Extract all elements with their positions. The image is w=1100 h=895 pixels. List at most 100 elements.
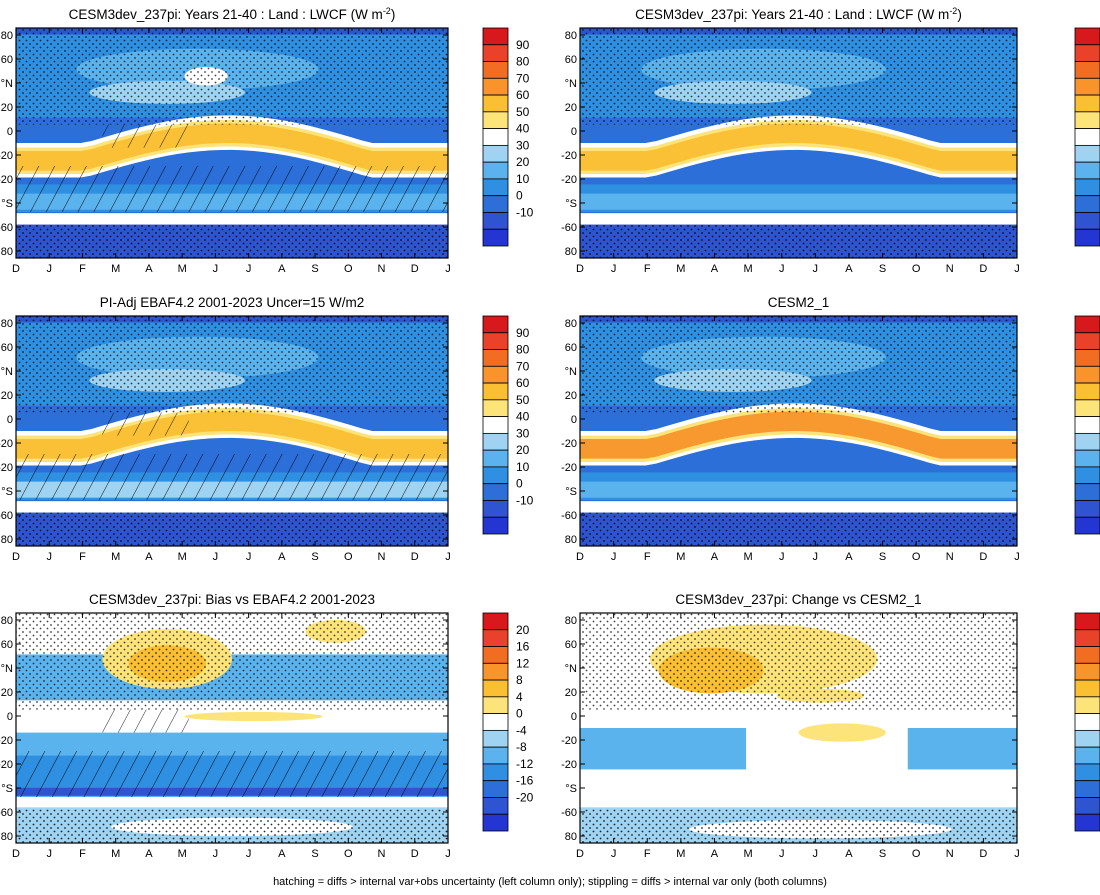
sh-neg-left — [580, 728, 747, 770]
stipple-sh — [580, 224, 1017, 258]
lat-label: 60 — [1, 342, 13, 354]
lat-label: °N — [565, 663, 577, 675]
month-label: S — [311, 263, 318, 275]
month-label: J — [445, 551, 451, 563]
colorbar-swatch — [482, 144, 509, 163]
colorbar-swatch — [482, 349, 509, 367]
month-label: F — [644, 263, 651, 275]
lat-label: 80 — [1, 318, 13, 330]
colorbar-swatch — [1074, 746, 1100, 765]
lat-label: °S — [1, 486, 13, 498]
colorbar-label: -20 — [516, 790, 534, 804]
colorbar-label: 4 — [516, 690, 523, 704]
colorbar-swatch — [1074, 416, 1100, 434]
lat-label: °S — [565, 783, 577, 795]
month-label: O — [344, 551, 353, 563]
itcz-core — [16, 123, 448, 171]
lat-label: 20 — [1, 390, 13, 402]
lat-label: 60 — [1, 639, 13, 651]
lat-label: °N — [1, 663, 13, 675]
month-label: J — [46, 263, 52, 275]
field-p1 — [16, 28, 448, 258]
month-label: F — [79, 263, 86, 275]
lat-label: °N — [565, 366, 577, 378]
colorbar-swatch — [482, 516, 509, 535]
month-label: S — [879, 263, 886, 275]
colorbar-swatch — [482, 365, 509, 384]
month-label: J — [813, 263, 819, 275]
month-label: D — [979, 263, 987, 275]
panel-title: CESM3dev_237pi: Bias vs EBAF4.2 2001-202… — [89, 592, 375, 607]
stipple-nh — [580, 316, 1017, 413]
field-p2 — [580, 28, 1017, 258]
lat-label: -20 — [561, 174, 577, 186]
colorbar-label: 80 — [516, 55, 530, 69]
month-label: J — [1014, 263, 1020, 275]
colorbar-swatch — [482, 161, 509, 180]
colorbar-label: 30 — [516, 426, 530, 440]
lat-label: °S — [565, 198, 577, 210]
lat-label: -20 — [561, 150, 577, 162]
colorbar-label: 60 — [516, 88, 530, 102]
stipple-sh — [580, 809, 1017, 843]
hatch-tropic — [102, 412, 189, 436]
lat-label: 20 — [565, 390, 577, 402]
month-label: J — [445, 848, 451, 860]
month-label: A — [845, 551, 853, 563]
lat-label: 20 — [565, 102, 577, 114]
month-label: J — [46, 848, 52, 860]
colorbar-swatch — [1074, 228, 1100, 247]
lat-label: 0 — [571, 126, 577, 138]
colorbar-swatch — [482, 780, 509, 798]
colorbar-label: 0 — [516, 189, 523, 203]
colorbar-swatch — [482, 128, 509, 146]
colorbar-swatch — [1074, 111, 1100, 130]
colorbar-swatch — [1074, 382, 1100, 401]
month-label: M — [676, 848, 685, 860]
colorbar-label: 20 — [516, 623, 530, 637]
month-label: N — [378, 263, 386, 275]
antarctic-edge — [580, 501, 1017, 513]
colorbar-label: -16 — [516, 774, 534, 788]
colorbar-swatch — [482, 729, 509, 748]
month-label: D — [979, 551, 987, 563]
stipple-nh — [580, 28, 1017, 125]
colorbar-swatch — [1074, 77, 1100, 96]
panel-p5: CESM3dev_237pi: Bias vs EBAF4.2 2001-202… — [0, 592, 534, 860]
panel-p3: PI-Adj EBAF4.2 2001-2023 Uncer=15 W/m2 D J… — [0, 295, 534, 563]
month-label: A — [278, 848, 286, 860]
lat-label: °N — [1, 78, 13, 90]
colorbar-swatch — [1074, 349, 1100, 367]
colorbar-swatch — [482, 662, 509, 681]
colorbar-label: -10 — [516, 205, 534, 219]
lat-label: -60 — [0, 222, 13, 234]
colorbar-label: 90 — [516, 38, 530, 52]
lat-label: -20 — [561, 438, 577, 450]
month-label: D — [12, 551, 20, 563]
month-label: J — [813, 848, 819, 860]
month-label: N — [378, 848, 386, 860]
colorbar-label: -4 — [516, 723, 527, 737]
colorbar-swatch — [1074, 612, 1100, 631]
month-label: M — [743, 263, 752, 275]
month-label: A — [145, 551, 153, 563]
lat-label: 80 — [565, 246, 577, 258]
colorbar-label: 50 — [516, 105, 530, 119]
colorbar-swatch — [482, 382, 509, 401]
itcz-core — [580, 411, 1017, 459]
colorbar-label: 70 — [516, 71, 530, 85]
month-label: M — [743, 551, 752, 563]
colorbar-swatch — [1074, 679, 1100, 698]
month-label: N — [946, 848, 954, 860]
lat-label: 60 — [1, 54, 13, 66]
field-p5 — [16, 613, 448, 843]
antarctic-edge — [16, 213, 448, 225]
month-label: D — [979, 848, 987, 860]
month-label: J — [779, 848, 785, 860]
month-label: O — [344, 848, 353, 860]
colorbar-swatch — [1074, 144, 1100, 163]
colorbar-swatch — [482, 212, 509, 230]
month-label: A — [711, 848, 719, 860]
month-label: A — [711, 263, 719, 275]
colorbar-swatch — [482, 416, 509, 434]
